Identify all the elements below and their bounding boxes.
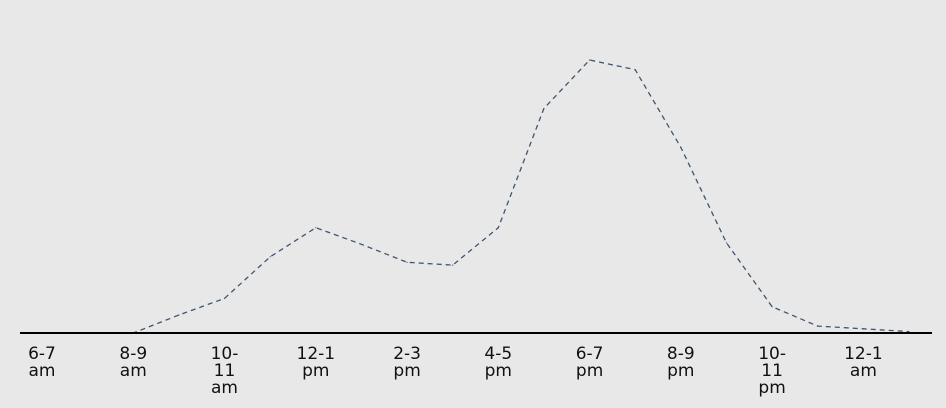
data-point	[269, 256, 271, 258]
x-tick-label-line: pm	[667, 361, 694, 381]
x-tick-label-line: am	[850, 361, 877, 381]
data-point	[771, 306, 773, 308]
data-point	[497, 227, 499, 229]
x-tick-label: 4-5 pm	[484, 344, 512, 381]
x-tick-label-line: 2-3	[393, 344, 421, 364]
x-tick-label: 8-9 am	[119, 344, 147, 381]
x-tick-label: 6-7 pm	[576, 344, 604, 381]
x-tick-label-line: 11	[214, 361, 236, 381]
x-tick-label-line: pm	[576, 361, 603, 381]
x-tick-label: 10-11 pm	[758, 344, 786, 398]
x-tick-label: 12-1 pm	[297, 344, 336, 381]
x-tick-label-line: 8-9	[667, 344, 695, 364]
x-tick-label-line: am	[120, 361, 147, 381]
x-tick-label-line: 6-7	[28, 344, 56, 364]
x-tick-label-line: 6-7	[576, 344, 604, 364]
x-tick-label-line: pm	[302, 361, 329, 381]
x-tick-label-line: pm	[758, 378, 785, 398]
x-tick-label: 6-7 am	[28, 344, 56, 381]
data-point	[543, 107, 545, 110]
data-point	[725, 242, 728, 244]
data-point	[406, 261, 408, 263]
x-tick-label-line: am	[29, 361, 56, 381]
x-tick-label: 10-11 am	[211, 344, 239, 398]
data-point	[908, 331, 910, 333]
x-tick-label-line: 4-5	[484, 344, 512, 364]
x-tick-label: 2-3 pm	[393, 344, 421, 381]
data-point	[817, 325, 819, 327]
x-tick-label-line: 10-	[758, 344, 786, 364]
data-point	[178, 314, 180, 316]
series-line	[42, 59, 910, 334]
x-tick-label-line: 10-	[211, 344, 239, 364]
x-tick-label: 8-9 pm	[667, 344, 695, 381]
data-point	[315, 227, 317, 229]
data-point	[360, 243, 362, 245]
x-tick-label-line: 12-1	[297, 344, 336, 364]
x-tick-label-line: 11	[761, 361, 783, 381]
x-tick-label: 12-1 am	[844, 344, 883, 381]
x-tick-label-line: am	[211, 378, 238, 398]
x-tick-label-line: 12-1	[844, 344, 883, 364]
x-tick-label-line: 8-9	[119, 344, 147, 364]
data-point	[634, 69, 636, 71]
data-point	[862, 328, 865, 330]
data-point	[589, 59, 591, 61]
data-point	[223, 297, 226, 299]
x-tick-label-line: pm	[485, 361, 512, 381]
x-tick-label-line: pm	[393, 361, 420, 381]
data-point	[680, 146, 682, 148]
data-point	[452, 264, 454, 266]
